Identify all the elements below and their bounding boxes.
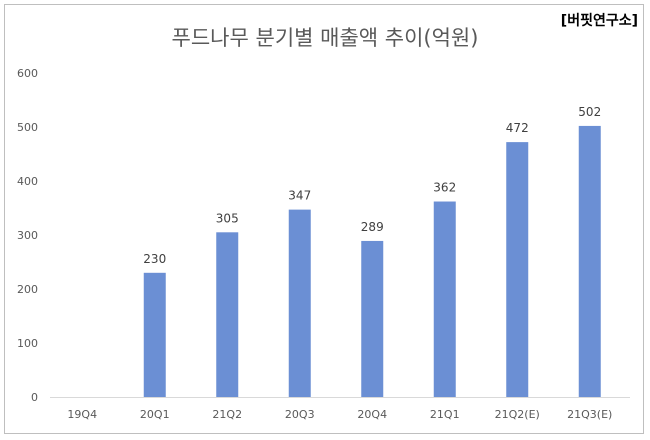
x-tick-label: 20Q1 bbox=[140, 408, 170, 421]
y-tick-label: 600 bbox=[17, 67, 38, 80]
data-labels: 230 305 347 289 362 472 502 bbox=[143, 105, 601, 266]
source-label: [버핏연구소] bbox=[560, 13, 638, 29]
y-tick-label: 100 bbox=[17, 337, 38, 350]
x-tick-label: 21Q2 bbox=[212, 408, 242, 421]
y-tick-label: 300 bbox=[17, 229, 38, 242]
bar bbox=[506, 142, 529, 397]
x-tick-label: 21Q2(E) bbox=[495, 408, 540, 421]
x-tick-label: 21Q3(E) bbox=[567, 408, 612, 421]
x-tick-label: 21Q1 bbox=[430, 408, 460, 421]
x-tick-label: 20Q3 bbox=[285, 408, 315, 421]
bar bbox=[361, 240, 384, 397]
data-label: 230 bbox=[143, 252, 166, 266]
chart-title: 푸드나무 분기별 매출액 추이(억원) bbox=[171, 26, 479, 50]
data-label: 502 bbox=[578, 105, 601, 119]
y-tick-label: 200 bbox=[17, 283, 38, 296]
x-tick-label: 20Q4 bbox=[357, 408, 387, 421]
data-label: 347 bbox=[288, 189, 311, 203]
data-label: 305 bbox=[216, 211, 239, 225]
bar bbox=[288, 209, 311, 397]
data-label: 362 bbox=[433, 181, 456, 195]
bars bbox=[143, 125, 601, 398]
bar bbox=[143, 272, 166, 397]
y-tick-label: 500 bbox=[17, 121, 38, 134]
bar bbox=[216, 232, 239, 397]
data-label: 289 bbox=[361, 220, 384, 234]
chart-frame bbox=[4, 4, 644, 434]
bar bbox=[433, 201, 456, 397]
data-label: 472 bbox=[506, 121, 529, 135]
y-tick-label: 0 bbox=[31, 391, 38, 404]
y-tick-label: 400 bbox=[17, 175, 38, 188]
x-axis-ticks: 19Q4 20Q1 21Q2 20Q3 20Q4 21Q1 21Q2(E) 21Q3(E) bbox=[67, 408, 612, 421]
bar bbox=[578, 125, 601, 398]
y-axis-ticks: 0 100 200 300 400 500 600 bbox=[17, 67, 38, 404]
x-tick-label: 19Q4 bbox=[67, 408, 97, 421]
